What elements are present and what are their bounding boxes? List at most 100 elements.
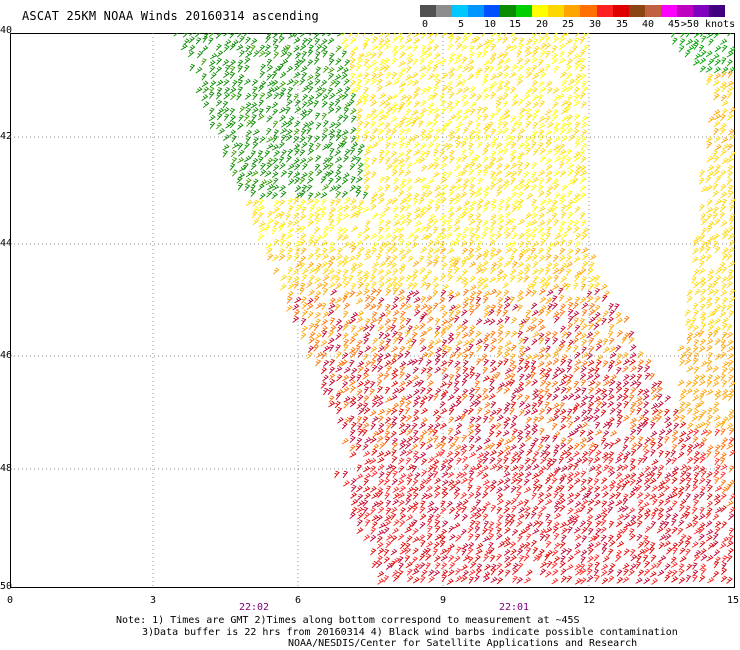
wind-barb <box>721 247 729 254</box>
wind-barb <box>729 493 735 501</box>
wind-barb <box>370 192 379 199</box>
wind-barb <box>376 555 383 563</box>
wind-barb <box>378 226 384 235</box>
wind-barb <box>350 484 357 492</box>
wind-barb <box>706 33 714 39</box>
wind-barb <box>335 344 341 352</box>
wind-barb <box>545 50 551 58</box>
wind-barb <box>511 248 518 256</box>
wind-barb <box>649 437 656 445</box>
wind-barb <box>504 330 511 338</box>
wind-barb <box>580 156 587 164</box>
wind-barb <box>533 108 541 115</box>
wind-barb <box>294 148 300 156</box>
wind-barb <box>462 463 470 471</box>
wind-barb <box>258 50 266 57</box>
wind-barb <box>427 525 433 533</box>
wind-barb <box>530 539 538 547</box>
wind-barb <box>684 435 692 443</box>
wind-barb <box>329 297 336 305</box>
wind-barb <box>453 57 462 65</box>
wind-barb <box>294 106 302 114</box>
wind-barb <box>545 163 553 171</box>
wind-barb <box>259 92 266 100</box>
wind-barb <box>215 43 222 51</box>
wind-barb <box>245 170 253 178</box>
wind-barb <box>448 525 455 533</box>
wind-barb <box>433 73 440 81</box>
wind-barb <box>399 513 407 521</box>
wind-barb <box>460 169 468 177</box>
wind-barb <box>525 232 532 241</box>
wind-barb <box>568 315 574 324</box>
wind-barb <box>398 263 407 270</box>
wind-barb <box>726 540 734 548</box>
wind-barb <box>505 513 511 521</box>
wind-barb <box>390 150 397 158</box>
wind-barb <box>496 577 504 585</box>
wind-barb <box>713 561 720 569</box>
wind-barb <box>461 269 469 277</box>
wind-barb <box>363 86 369 95</box>
wind-barb <box>321 100 328 108</box>
wind-barb <box>488 309 495 317</box>
wind-barb <box>321 261 328 269</box>
wind-barb <box>615 554 622 562</box>
wind-barb <box>336 211 343 219</box>
wind-barb <box>574 206 581 214</box>
wind-barb <box>616 576 624 584</box>
wind-barb <box>376 379 383 387</box>
wind-barb <box>600 409 607 417</box>
wind-barb <box>547 472 554 480</box>
wind-barb <box>383 343 390 352</box>
wind-barb <box>595 464 602 472</box>
wind-barb <box>427 198 434 207</box>
wind-barb <box>419 330 427 338</box>
wind-barb <box>545 513 551 521</box>
wind-barb <box>511 505 517 513</box>
wind-barb <box>329 378 336 386</box>
wind-barb <box>285 128 293 136</box>
wind-barb <box>713 33 720 39</box>
wind-barb <box>532 388 539 396</box>
wind-barb <box>448 562 456 570</box>
wind-barb <box>406 535 413 543</box>
wind-barb <box>427 518 433 526</box>
wind-barb <box>636 520 643 528</box>
wind-barb <box>357 52 365 59</box>
wind-barb <box>398 386 406 394</box>
wind-barb <box>707 288 715 296</box>
wind-barb <box>649 546 655 555</box>
wind-barb <box>496 464 504 472</box>
wind-barb <box>531 49 538 58</box>
wind-barb <box>433 330 441 338</box>
wind-barb <box>428 576 435 584</box>
wind-barb <box>448 71 455 80</box>
wind-barb <box>279 114 286 122</box>
wind-barb <box>404 555 411 563</box>
wind-barb <box>579 318 586 326</box>
wind-barb <box>362 98 368 106</box>
wind-barb <box>721 266 727 274</box>
wind-barb <box>379 99 386 107</box>
wind-barb <box>495 430 502 438</box>
wind-barb <box>426 59 434 67</box>
wind-barb <box>664 477 671 485</box>
wind-barb <box>511 464 519 472</box>
wind-barb <box>272 177 279 185</box>
wind-barb <box>446 578 454 585</box>
wind-barb <box>448 442 456 450</box>
wind-barb <box>518 449 525 457</box>
wind-barb <box>629 464 637 472</box>
wind-barb <box>202 35 208 44</box>
wind-barb <box>362 416 369 424</box>
wind-barb <box>538 59 544 67</box>
wind-barb <box>701 227 708 235</box>
wind-barb <box>265 105 272 113</box>
wind-barb <box>623 387 630 395</box>
wind-barb <box>538 122 546 130</box>
wind-barb <box>705 239 712 248</box>
wind-barb <box>572 128 580 136</box>
wind-barb <box>383 57 391 65</box>
wind-barb <box>425 541 434 548</box>
